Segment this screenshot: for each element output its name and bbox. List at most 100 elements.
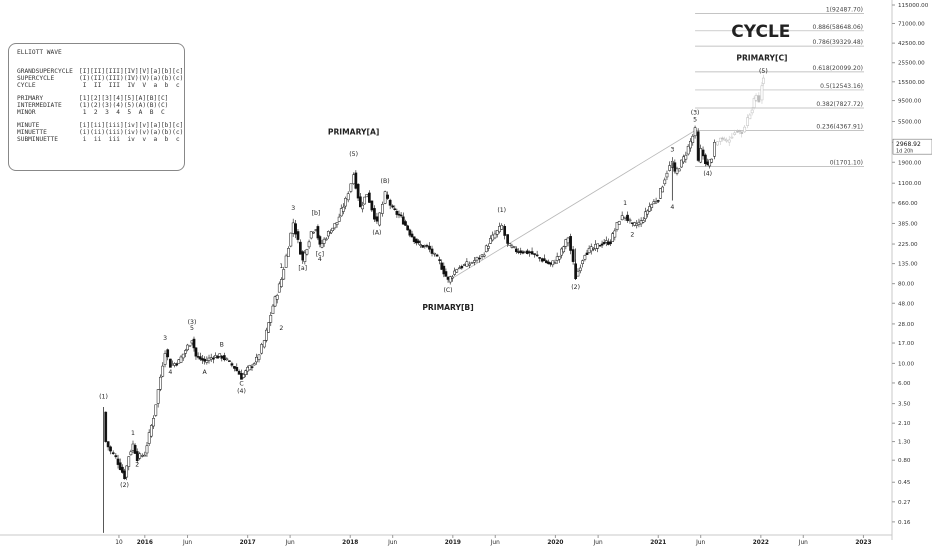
wave-label: 5 [190,325,194,332]
candle [393,208,397,210]
wave-label: 5 [693,117,697,124]
candle [324,238,328,241]
legend-degree-name: MINUETTE [17,129,47,136]
candle [533,253,536,255]
candle [386,194,389,199]
candle [143,454,147,457]
candle [255,356,258,363]
fib-levels: 1(92487.70) 0.886(58648.06) 0.786(39329.48… [695,6,864,167]
candle [161,365,165,377]
candle [451,276,454,279]
candle [177,359,181,364]
candle [388,199,392,206]
price-tick-label: 115000.00 [898,3,929,9]
candle [699,148,703,163]
candle [228,360,231,362]
candle [337,216,341,222]
projection-candles [716,74,765,147]
candle [359,196,362,208]
candle [287,248,290,257]
candle [473,260,476,263]
candle [682,156,685,163]
candle [512,246,516,248]
time-axis[interactable]: 10 2016 Jun 2017 Jun 2018 Jun 2019 Jun 2020 Jun 202… [0,534,892,546]
candle [129,451,133,456]
candle [641,220,645,223]
candle [163,353,167,365]
legend-degree-name: GRANDSUPERCYCLE [17,68,73,75]
legend-row: MINUTE [i][ii][iii][iv][v][a][b][c] [17,122,183,129]
candle [135,451,139,461]
candle [373,208,376,220]
candle [562,246,566,253]
candle [648,206,651,212]
candle [654,201,658,204]
fib-level-label: 0.786(39329.48) [813,39,864,46]
candle [677,168,681,172]
candle [248,365,252,371]
last-price-tag [892,138,932,155]
candle [154,404,158,416]
candle [611,233,615,242]
candle [118,462,122,470]
candle [375,216,379,222]
candle [289,232,293,247]
candle [506,234,509,244]
candle [203,358,207,362]
price-tick-label: 9500.00 [898,99,922,105]
candle [517,251,520,253]
candle [186,344,189,351]
candle [675,168,679,174]
candle [201,358,204,361]
candle [225,358,229,361]
candle [184,350,187,354]
price-tick-label: 5500.00 [898,120,922,126]
candle [525,250,529,254]
candle [713,142,716,157]
legend-degree-labels: (1)(2)(3)(4)(5)(A)(B)(C) [79,102,169,109]
candle [233,366,236,369]
candle [309,231,313,239]
legend-degree-name: SUBMINUETTE [17,136,58,143]
candle [631,222,634,224]
candle [299,241,302,255]
candle [487,246,490,249]
wave-label: (5) [759,68,768,75]
candle [566,237,570,244]
price-tick-label: 2.10 [898,421,911,427]
candle [623,216,627,219]
wave-label: 1 [623,200,627,207]
candle [326,231,330,237]
candle [430,248,434,254]
candle [406,225,409,231]
candle [273,296,277,307]
legend-degree-name: CYCLE [17,82,36,89]
candle [578,267,582,272]
candle [576,270,580,277]
candle [383,191,387,204]
legend-row: SUBMINUETTE i ii iii iv v a b c [17,136,180,143]
legend-group: MINUTE [i][ii][iii][iv][v][a][b][c] MINUET… [17,122,183,143]
candle [342,206,345,212]
price-axis[interactable]: 0.16 0.27 0.45 0.80 1.30 2.10 3.50 6.00 10.00 17.… [891,0,932,540]
candle [296,231,300,240]
candle [149,425,153,437]
fib-level-label: 0.5(12543.16) [820,83,863,90]
candle [269,315,273,323]
price-tick-label: 0.80 [898,458,911,464]
candle [361,204,364,210]
candle [549,262,552,265]
candle [581,260,584,265]
candle [617,221,621,225]
candle [635,223,639,226]
candle [696,131,700,161]
candle [643,211,647,220]
candle [194,347,198,357]
wave-label: 3 [291,205,295,212]
candle [633,222,636,226]
price-tick-label: 1100.00 [898,181,922,187]
candle [401,216,405,225]
fib-level-label: 0.236(4367.91) [816,123,863,130]
time-tick-label: 2022 [753,540,769,546]
